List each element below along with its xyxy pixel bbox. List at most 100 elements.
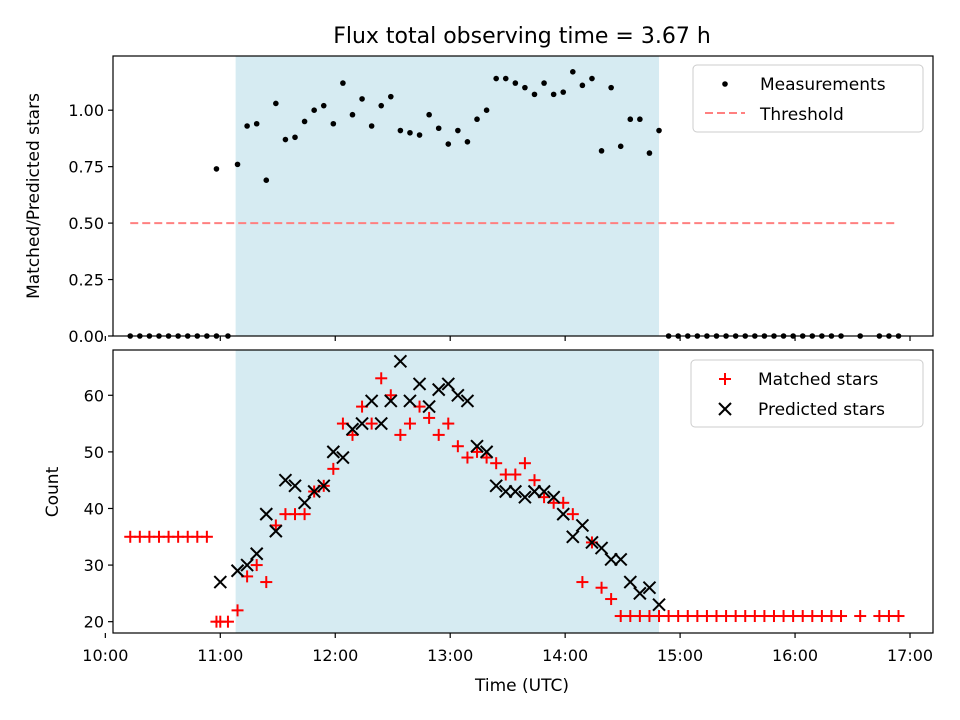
predicted-star-point <box>460 394 475 408</box>
matched-star-point <box>346 428 359 441</box>
predicted-star-point <box>317 479 331 493</box>
bottom-x-tick-label: 11:00 <box>197 646 243 665</box>
measurement-point <box>388 93 394 100</box>
legend-measurements-marker <box>722 81 728 87</box>
matched-star-point <box>576 576 589 589</box>
top-y-tick-label: 0.50 <box>68 214 104 233</box>
matched-star-point <box>595 581 608 594</box>
matched-star-point <box>403 417 416 430</box>
predicted-star-point <box>364 394 379 408</box>
measurement-point <box>483 107 490 113</box>
measurement-point <box>330 120 337 127</box>
matched-star-point <box>518 457 531 470</box>
predicted-star-point <box>499 484 513 499</box>
matched-star-point <box>231 604 244 617</box>
predicted-star-point <box>259 507 273 521</box>
top-chart-title: Flux total observing time = 3.67 h <box>333 24 711 49</box>
predicted-star-point <box>297 496 312 510</box>
matched-star-point <box>528 474 541 487</box>
predicted-star-point <box>431 382 446 397</box>
top-x-ticks <box>104 336 911 341</box>
top-y-axis-label: Matched/Predicted stars <box>24 93 44 299</box>
bottom-y-axis-label: Count <box>43 466 63 517</box>
predicted-star-point <box>213 575 227 589</box>
bottom-predicted-points <box>213 354 666 612</box>
measurement-point <box>656 127 662 134</box>
predicted-star-point <box>288 479 302 493</box>
predicted-star-point <box>345 422 360 436</box>
predicted-star-point <box>623 575 637 589</box>
predicted-star-point <box>652 597 666 612</box>
matched-star-point <box>200 530 213 543</box>
measurement-point <box>378 102 385 109</box>
bottom-x-tick-label: 14:00 <box>542 646 588 665</box>
bottom-shaded-region <box>235 350 660 633</box>
top-y-tick-label: 0.25 <box>68 271 104 290</box>
matched-star-point <box>269 519 282 532</box>
predicted-star-point <box>355 416 369 431</box>
measurement-point <box>311 107 317 113</box>
top-y-tick-label: 1.00 <box>68 101 104 120</box>
measurement-point <box>570 69 576 75</box>
measurement-point <box>637 116 643 123</box>
bottom-observing-window <box>235 350 660 633</box>
predicted-star-point <box>604 552 618 567</box>
matched-star-point <box>298 508 311 521</box>
predicted-star-point <box>585 535 599 550</box>
bottom-legend-box <box>690 359 924 428</box>
measurement-point <box>502 75 509 82</box>
predicted-star-point <box>556 507 570 521</box>
legend-matched-marker <box>719 373 731 385</box>
measurement-point <box>617 143 624 150</box>
predicted-star-point <box>489 479 503 493</box>
bottom-y-tick-label: 40 <box>84 499 104 518</box>
predicted-star-point <box>527 484 542 499</box>
legend-predicted-label: Predicted stars <box>758 400 885 420</box>
measurement-point <box>213 166 220 172</box>
bottom-x-tick-label: 17:00 <box>887 646 933 665</box>
measurement-point <box>397 127 404 134</box>
matched-star-point <box>423 411 436 424</box>
measurement-point <box>550 91 557 98</box>
matched-star-point <box>490 457 503 470</box>
bottom-x-tick-label: 13:00 <box>427 646 473 665</box>
measurement-point <box>359 96 365 102</box>
legend-matched-label: Matched stars <box>758 370 878 390</box>
matched-star-point <box>394 428 407 441</box>
measurement-point <box>464 139 471 145</box>
predicted-star-point <box>594 541 609 555</box>
predicted-star-point <box>403 394 417 408</box>
measurement-point <box>263 177 270 183</box>
measurement-point <box>292 134 298 141</box>
matched-star-point <box>892 610 905 623</box>
bottom-axes-frame <box>112 349 934 634</box>
predicted-star-point <box>230 564 245 578</box>
matched-star-point <box>854 610 867 623</box>
predicted-star-point <box>537 484 551 499</box>
measurement-point <box>368 123 375 129</box>
matched-star-point <box>509 468 522 481</box>
predicted-star-point <box>508 484 523 499</box>
measurement-point <box>455 127 461 134</box>
measurement-point <box>435 125 442 132</box>
measurement-point <box>234 161 241 168</box>
matched-star-point <box>221 615 234 628</box>
predicted-star-point <box>642 581 657 595</box>
matched-star-point <box>835 610 848 623</box>
bottom-x-tick-label: 16:00 <box>772 646 818 665</box>
bottom-y-ticks: 20 30 40 50 60 <box>84 386 113 632</box>
predicted-star-point <box>633 586 647 601</box>
predicted-star-point <box>479 445 494 459</box>
bottom-x-ticks: 10:00 11:00 12:00 13:00 14:00 15:00 16:00 17:00 <box>82 633 933 665</box>
predicted-star-point <box>412 377 427 391</box>
matched-star-point <box>471 445 484 458</box>
predicted-star-point <box>326 445 341 459</box>
legend-predicted-marker <box>718 402 732 416</box>
matched-star-point <box>384 389 397 402</box>
measurement-point <box>531 91 538 98</box>
legend-threshold-label: Threshold <box>759 105 844 125</box>
predicted-star-point <box>518 490 532 504</box>
measurement-point <box>522 84 528 91</box>
predicted-star-point <box>566 530 580 544</box>
bottom-legend: Matched stars Predicted stars <box>690 359 924 428</box>
